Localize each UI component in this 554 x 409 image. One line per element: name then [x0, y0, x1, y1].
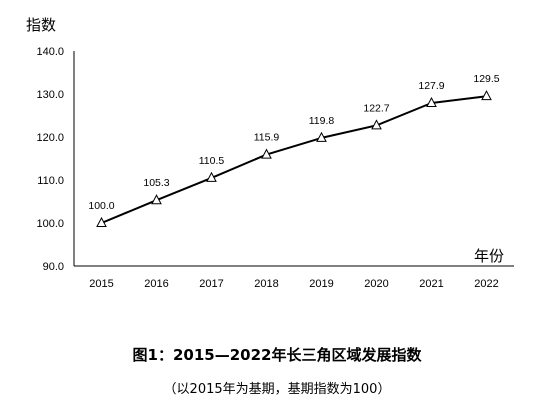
x-tick-label: 2018	[254, 278, 278, 290]
x-axis-title: 年份	[474, 247, 504, 265]
data-labels: 100.0 105.3 110.5 115.9 119.8 122.7 127.9 129.5	[88, 73, 499, 212]
data-label: 129.5	[473, 73, 499, 85]
line-chart: 指数 年份 90.0 100.0 110.0 120.0 130.0 140.0 2015…	[26, 16, 514, 290]
figure-subcaption: （以2015年为基期，基期指数为100）	[163, 382, 391, 397]
x-tick-label: 2020	[364, 278, 388, 290]
y-tick-label: 130.0	[36, 89, 64, 101]
x-tick-label: 2017	[199, 278, 223, 290]
series-line	[101, 95, 487, 224]
data-point-marker	[206, 171, 217, 182]
x-tick-labels: 2015 2016 2017 2018 2019 2020 2021 2022	[89, 278, 498, 290]
axes	[73, 51, 514, 267]
y-tick-label: 90.0	[43, 261, 64, 273]
data-point-marker	[426, 96, 437, 108]
data-point-marker	[371, 119, 382, 130]
x-tick-label: 2015	[89, 278, 113, 290]
y-tick-label: 140.0	[36, 46, 64, 58]
series-group	[96, 90, 492, 227]
data-label: 122.7	[363, 102, 389, 114]
data-label: 115.9	[254, 132, 280, 144]
data-point-marker	[261, 148, 272, 159]
data-label: 110.5	[199, 155, 225, 167]
data-point-marker	[96, 216, 107, 227]
figure-caption: 图1：2015—2022年长三角区域发展指数	[132, 346, 422, 364]
x-tick-label: 2016	[144, 278, 168, 290]
data-label: 105.3	[143, 177, 169, 189]
data-label: 100.0	[88, 200, 114, 212]
x-tick-label: 2021	[419, 278, 443, 290]
y-tick-label: 100.0	[36, 218, 64, 230]
y-axis-title: 指数	[26, 16, 56, 34]
y-tick-label: 110.0	[37, 175, 64, 187]
data-point-marker	[151, 194, 162, 205]
data-label: 119.8	[309, 115, 335, 127]
y-tick-labels: 90.0 100.0 110.0 120.0 130.0 140.0	[36, 46, 64, 273]
y-tick-label: 120.0	[36, 132, 64, 144]
data-point-marker	[481, 90, 492, 101]
data-label: 127.9	[418, 80, 444, 92]
x-tick-label: 2019	[309, 278, 333, 290]
data-point-marker	[316, 131, 327, 142]
x-tick-label: 2022	[474, 278, 498, 290]
